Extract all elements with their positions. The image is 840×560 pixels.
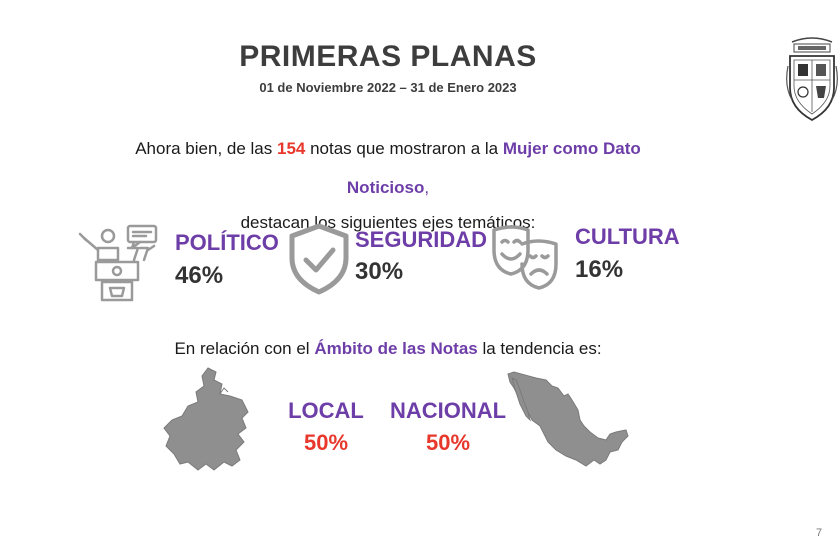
theme-label-seguridad: SEGURIDAD: [355, 227, 488, 252]
theme-value-politico: 46%: [175, 262, 224, 289]
ambito-label-local: LOCAL: [288, 398, 364, 423]
theme-value-seguridad: 30%: [355, 258, 404, 285]
theme-label-cultura: CULTURA: [575, 224, 680, 249]
ambito-highlight: Ámbito de las Notas: [314, 339, 478, 358]
ambito-value-local: 50%: [303, 430, 349, 455]
theme-label-politico: POLÍTICO: [175, 230, 279, 255]
jalisco-map-icon: [163, 367, 249, 471]
ambito-value-nacional: 50%: [425, 430, 471, 455]
intro-comma: ,: [424, 178, 430, 197]
politician-podium-icon: [78, 224, 158, 302]
page-title: PRIMERAS PLANAS: [239, 40, 537, 73]
intro-prefix: Ahora bien, de las: [135, 139, 277, 158]
intro-highlight-2: Noticioso: [346, 178, 425, 197]
ambito-suffix: la tendencia es:: [477, 339, 602, 358]
ambito-intro-line: En relación con el Ámbito de las Notas l…: [0, 339, 776, 359]
intro-line-2: Noticioso,: [0, 178, 776, 198]
intro-line-1: Ahora bien, de las 154 notas que mostrar…: [0, 139, 776, 159]
shield-check-icon: [289, 223, 349, 295]
intro-highlight: Mujer como Dato: [502, 139, 641, 158]
intro-middle: notas que mostraron a la: [305, 139, 503, 158]
theater-masks-icon: [492, 225, 558, 290]
date-range-subtitle: 01 de Noviembre 2022 – 31 de Enero 2023: [259, 80, 517, 95]
ambito-label-nacional: NACIONAL: [389, 398, 507, 423]
mexico-map-icon: [507, 371, 629, 467]
notes-count: 154: [276, 139, 306, 158]
university-crest-icon: [786, 37, 838, 122]
page-number: 7: [816, 527, 823, 539]
ambito-prefix: En relación con el: [174, 339, 315, 358]
theme-value-cultura: 16%: [575, 256, 624, 283]
